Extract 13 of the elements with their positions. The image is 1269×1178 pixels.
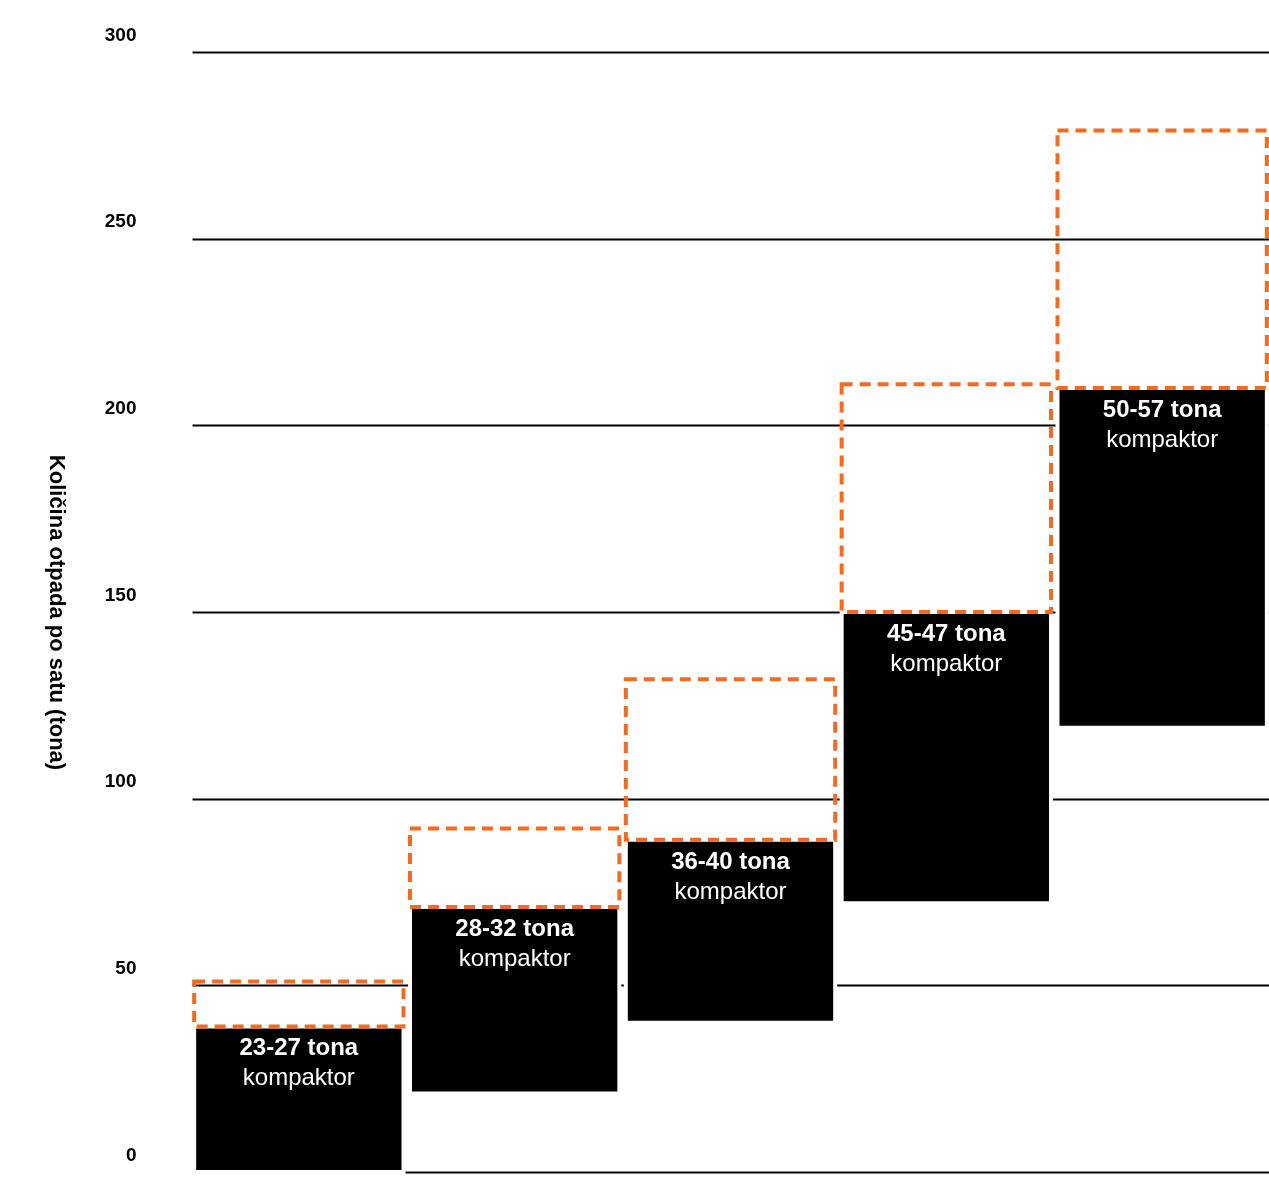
y-tick-label: 200: [104, 396, 137, 418]
y-axis-title: Količina otpada po satu (tona): [44, 454, 70, 771]
category-label: 28-32 tona kompaktor: [455, 913, 575, 971]
category-label: 23-27 tona kompaktor: [239, 1033, 359, 1091]
category-label: 45-47 tona kompaktor: [886, 619, 1006, 676]
y-tick-label: 100: [104, 770, 137, 792]
category-label: 36-40 tona kompaktor: [671, 846, 790, 904]
y-tick-label: 250: [104, 210, 137, 232]
y-tick-label: 150: [104, 583, 137, 605]
y-tick-label: 300: [104, 23, 137, 45]
category-label: 50-57 tona kompaktor: [1102, 395, 1222, 452]
y-tick-label: 50: [115, 956, 137, 978]
y-tick-label: 0: [125, 1143, 137, 1165]
